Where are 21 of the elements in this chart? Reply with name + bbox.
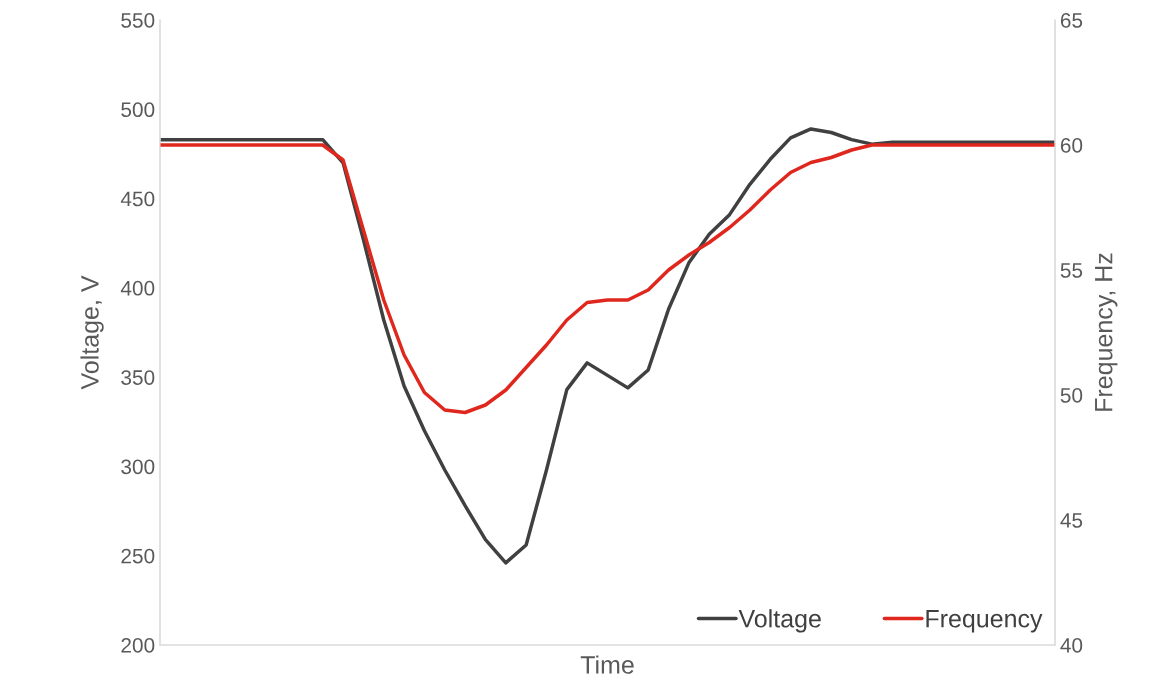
y2-tick-label: 40 [1060, 638, 1083, 653]
y-tick-label: 500 [121, 102, 155, 118]
legend-label: Voltage [738, 609, 821, 633]
y-tick-label: 450 [120, 191, 155, 207]
line-series [160, 127, 1055, 565]
y2-tick-label: 50 [1060, 388, 1083, 403]
legend-label: Frequency [926, 610, 1043, 633]
y2-tick-label: 65 [1060, 13, 1083, 28]
y2-tick-label: 45 [1060, 513, 1083, 528]
y-tick-label: 300 [121, 459, 155, 475]
y-tick-label: 250 [121, 548, 155, 564]
y-axis-title: Voltage, V [80, 275, 104, 390]
y2-tick-label: 55 [1060, 263, 1083, 278]
y2-axis-title: Frequency, Hz [1095, 253, 1118, 411]
line-series [160, 143, 1055, 415]
x-axis-title: Time [580, 655, 634, 674]
y2-tick-label: 60 [1060, 138, 1083, 153]
y-tick-label: 550 [121, 13, 155, 28]
y-tick-label: 200 [121, 638, 155, 653]
y-tick-label: 400 [120, 280, 155, 296]
y-tick-label: 350 [121, 370, 155, 385]
